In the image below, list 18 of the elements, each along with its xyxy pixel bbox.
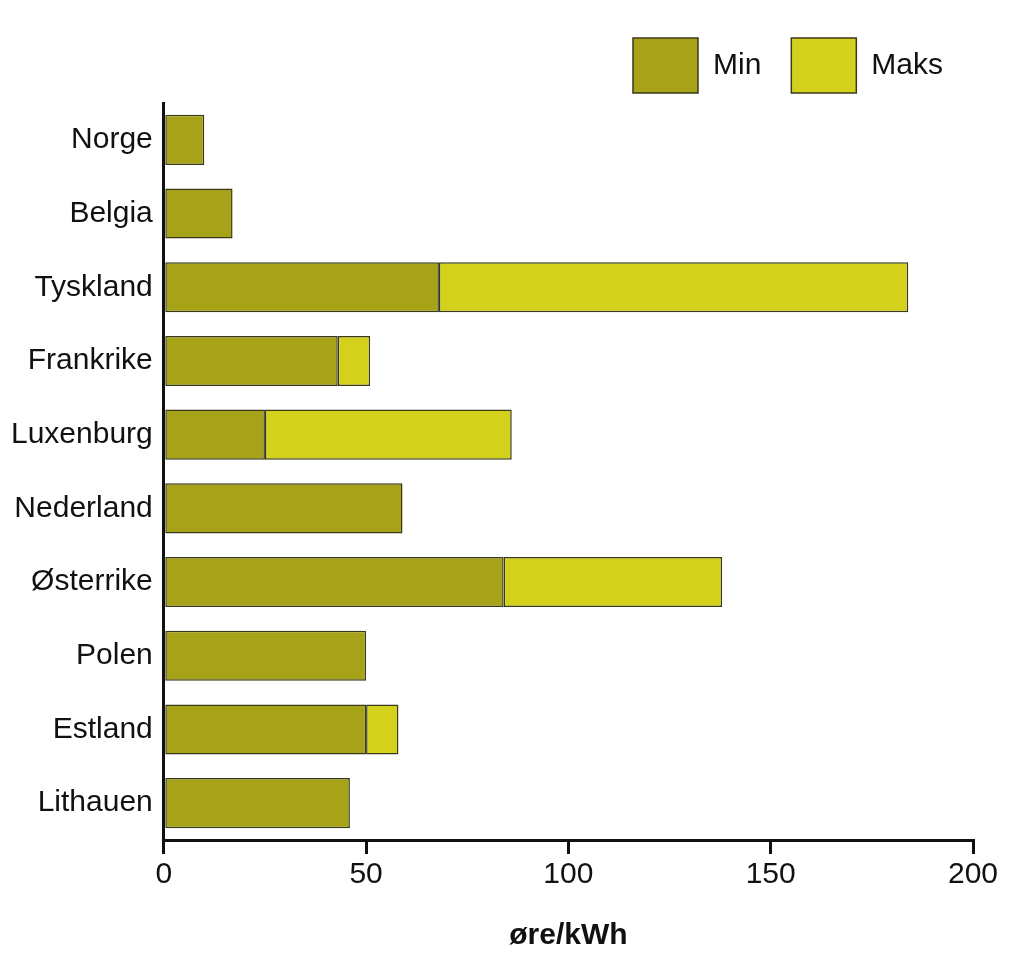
x-axis-title: øre/kWh [509, 917, 628, 951]
x-tick-label: 200 [947, 856, 999, 890]
y-tick-label: Frankrike [27, 342, 153, 376]
y-tick-label: Østerrike [31, 563, 153, 597]
y-tick-label: Lithauen [37, 784, 153, 818]
y-tick-label: Tyskland [34, 268, 153, 302]
y-tick-label: Luxenburg [10, 415, 153, 449]
y-tick-label: Polen [76, 637, 153, 671]
y-tick-label: Estland [52, 710, 153, 744]
legend-label: Maks [871, 46, 944, 80]
x-tick-label: 50 [349, 856, 383, 890]
y-tick-label: Nederland [14, 489, 153, 523]
x-tick-label: 0 [155, 856, 173, 890]
y-tick-label: Belgia [69, 194, 154, 228]
legend-label: Min [712, 46, 762, 80]
x-tick-label: 100 [543, 856, 594, 890]
x-tick-label: 150 [745, 856, 796, 890]
y-tick-label: Norge [71, 121, 153, 155]
